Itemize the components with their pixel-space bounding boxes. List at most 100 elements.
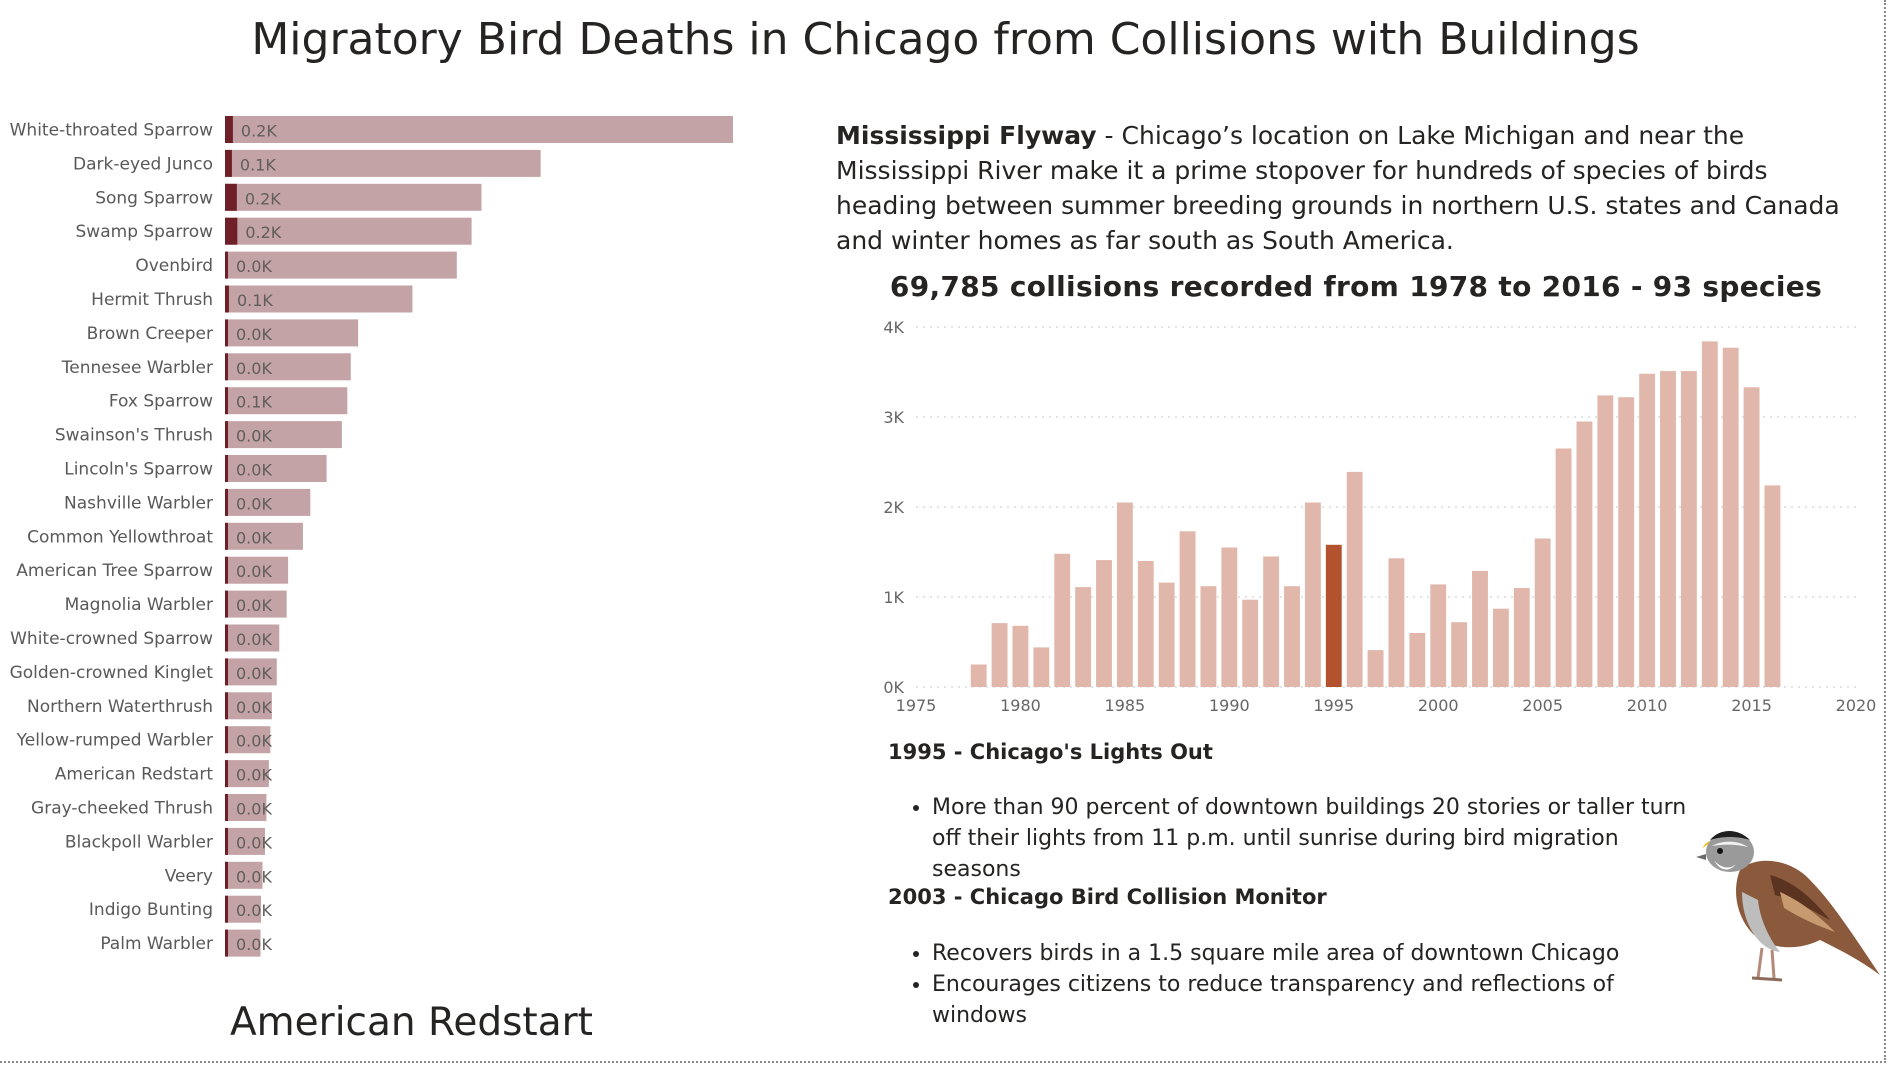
year-bar[interactable] xyxy=(1492,608,1509,687)
species-highlight-bar[interactable] xyxy=(225,387,228,415)
species-bar[interactable] xyxy=(225,794,267,821)
species-highlight-bar[interactable] xyxy=(225,658,228,686)
year-bar[interactable] xyxy=(970,664,987,688)
year-bar[interactable] xyxy=(1660,371,1676,687)
species-label: White-throated Sparrow xyxy=(10,121,213,141)
year-bar[interactable] xyxy=(1221,547,1238,688)
species-highlight-bar[interactable] xyxy=(225,624,228,652)
y-tick-label: 4K xyxy=(883,318,904,337)
year-bar[interactable] xyxy=(1430,584,1447,687)
x-tick-label: 1980 xyxy=(1000,696,1041,712)
year-bar[interactable] xyxy=(1576,421,1593,688)
year-bar[interactable] xyxy=(1472,570,1488,687)
species-highlight-bar[interactable] xyxy=(225,183,237,211)
yearly-collisions-chart[interactable]: 0K 1K 2K 3K 4K 1975 1980 1985 1990 1995 2000 2005 20… xyxy=(836,312,1886,712)
species-highlight-bar[interactable] xyxy=(225,760,228,788)
year-bar[interactable] xyxy=(1200,586,1217,687)
species-highlight-bar[interactable] xyxy=(225,895,228,923)
year-bar[interactable] xyxy=(991,623,1008,687)
species-bar[interactable] xyxy=(225,726,271,754)
year-bar[interactable] xyxy=(1743,387,1760,687)
species-value-label: 0.0K xyxy=(236,732,272,751)
year-bar[interactable] xyxy=(1639,373,1656,687)
year-bar[interactable] xyxy=(1033,647,1050,687)
year-bar[interactable] xyxy=(1680,371,1697,687)
species-bar-chart[interactable]: White-throated Sparrow 0.2K Dark-eyed Junc… xyxy=(0,110,820,970)
species-highlight-bar[interactable] xyxy=(225,421,228,449)
species-highlight-bar[interactable] xyxy=(225,285,229,313)
species-bar[interactable] xyxy=(225,217,472,245)
year-bar[interactable] xyxy=(1346,471,1363,687)
species-highlight-bar[interactable] xyxy=(225,861,228,889)
species-highlight-bar[interactable] xyxy=(225,590,228,618)
species-bar[interactable] xyxy=(225,658,277,686)
species-highlight-bar[interactable] xyxy=(225,217,238,245)
species-highlight-bar[interactable] xyxy=(225,319,228,347)
year-bar[interactable] xyxy=(1263,556,1280,688)
species-bar[interactable] xyxy=(225,319,359,347)
species-bar[interactable] xyxy=(225,590,287,618)
species-bar[interactable] xyxy=(225,251,457,279)
year-bar[interactable] xyxy=(1534,538,1551,688)
species-bar[interactable] xyxy=(225,827,265,855)
species-highlight-bar[interactable] xyxy=(225,692,228,720)
species-label: Common Yellowthroat xyxy=(27,527,213,547)
species-bar[interactable] xyxy=(225,421,342,449)
year-bar[interactable] xyxy=(1367,650,1384,687)
species-highlight-bar[interactable] xyxy=(225,149,232,177)
yearly-chart-title: 69,785 collisions recorded from 1978 to … xyxy=(889,270,1823,303)
species-highlight-bar[interactable] xyxy=(225,794,228,821)
species-bar[interactable] xyxy=(225,183,482,211)
species-bar[interactable] xyxy=(225,488,311,516)
year-bar-highlight[interactable] xyxy=(1325,544,1342,687)
species-highlight-bar[interactable] xyxy=(225,827,228,855)
species-value-label: 0.0K xyxy=(236,867,272,886)
event-lights-out-list: More than 90 percent of downtown buildin… xyxy=(910,792,1702,885)
species-bar[interactable] xyxy=(225,522,303,550)
species-bar[interactable] xyxy=(225,692,272,720)
species-highlight-bar[interactable] xyxy=(225,522,228,550)
year-bar[interactable] xyxy=(1597,395,1614,687)
year-bar[interactable] xyxy=(1513,588,1530,687)
event-collision-monitor-bullet-2: Encourages citizens to reduce transparen… xyxy=(932,969,1702,1031)
year-bar[interactable] xyxy=(1075,587,1092,687)
year-bar[interactable] xyxy=(1158,582,1175,687)
species-highlight-bar[interactable] xyxy=(225,556,228,584)
year-bar[interactable] xyxy=(1179,531,1196,687)
year-bar[interactable] xyxy=(1451,622,1468,687)
species-highlight-bar[interactable] xyxy=(225,353,228,381)
year-bar[interactable] xyxy=(1764,485,1781,687)
year-bar[interactable] xyxy=(1096,560,1112,687)
year-bar[interactable] xyxy=(1284,586,1300,687)
species-highlight-bar[interactable] xyxy=(225,251,228,279)
species-bar[interactable] xyxy=(225,149,541,177)
species-highlight-bar[interactable] xyxy=(225,929,228,957)
species-bar[interactable] xyxy=(225,285,413,313)
year-bar[interactable] xyxy=(1242,599,1259,687)
species-bar[interactable] xyxy=(225,861,263,889)
species-highlight-bar[interactable] xyxy=(225,726,228,754)
year-bar[interactable] xyxy=(1012,625,1029,687)
year-bar[interactable] xyxy=(1618,397,1635,687)
species-bar[interactable] xyxy=(225,624,280,652)
species-bar[interactable] xyxy=(225,387,348,415)
species-bar[interactable] xyxy=(225,116,733,143)
species-bar[interactable] xyxy=(225,353,351,381)
species-bar[interactable] xyxy=(225,929,261,957)
species-bar[interactable] xyxy=(225,760,269,788)
species-highlight-bar[interactable] xyxy=(225,455,228,482)
year-bar[interactable] xyxy=(1137,561,1154,687)
year-bar[interactable] xyxy=(1054,553,1071,687)
year-bar[interactable] xyxy=(1701,341,1718,687)
year-bar[interactable] xyxy=(1304,502,1321,688)
year-bar[interactable] xyxy=(1722,347,1739,687)
species-highlight-bar[interactable] xyxy=(225,488,228,516)
species-bar[interactable] xyxy=(225,895,262,923)
species-bar[interactable] xyxy=(225,455,327,482)
species-bar[interactable] xyxy=(225,556,289,584)
year-bar[interactable] xyxy=(1388,558,1405,687)
species-highlight-bar[interactable] xyxy=(225,116,233,143)
year-bar[interactable] xyxy=(1409,633,1426,687)
year-bar[interactable] xyxy=(1555,448,1572,688)
year-bar[interactable] xyxy=(1116,502,1133,688)
